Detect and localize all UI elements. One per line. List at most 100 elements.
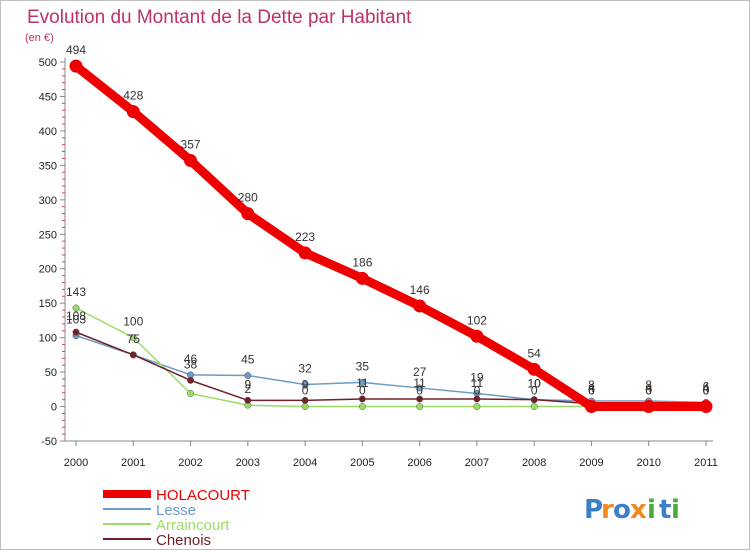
x-tick-label: 2010	[636, 457, 660, 469]
data-label: 103	[66, 313, 86, 327]
chart-subtitle: (en €)	[25, 32, 54, 44]
data-point	[129, 351, 137, 359]
y-tick-label: -50	[41, 436, 57, 448]
data-point	[584, 400, 598, 414]
data-point	[530, 403, 538, 410]
data-label: 280	[238, 191, 258, 205]
proxiti-logo: Pr o x i t i	[584, 495, 680, 525]
data-label: 108	[66, 309, 86, 323]
data-label: 11	[413, 376, 426, 390]
data-point	[530, 396, 538, 404]
logo-letter: t	[659, 495, 671, 525]
x-tick-label: 2004	[293, 457, 317, 469]
x-tick-label: 2001	[121, 457, 145, 469]
data-point	[642, 400, 656, 414]
y-tick-label: 0	[51, 402, 57, 414]
data-point	[413, 299, 427, 313]
data-label: 0	[531, 384, 538, 398]
x-tick-label: 2011	[694, 457, 718, 469]
chart-title: Evolution du Montant de la Dette par Hab…	[27, 7, 412, 28]
data-label: 0	[474, 384, 481, 398]
data-point	[358, 403, 366, 410]
data-point	[416, 384, 424, 392]
data-label: 102	[467, 313, 487, 327]
y-tick-label: 150	[39, 298, 57, 310]
data-label: 11	[356, 376, 369, 390]
data-label: 146	[410, 283, 430, 297]
data-point	[699, 400, 713, 414]
legend-label: Chenois	[156, 532, 211, 549]
x-tick-label: 2008	[522, 457, 546, 469]
data-point	[69, 59, 83, 73]
data-label: 6	[703, 379, 710, 393]
data-label: 0	[302, 384, 309, 398]
data-point	[126, 105, 140, 119]
data-point	[301, 403, 309, 410]
y-tick-label: 450	[39, 91, 57, 103]
data-label: 54	[528, 346, 542, 360]
y-tick-label: 50	[45, 367, 57, 379]
data-label: 4	[588, 381, 595, 395]
data-point	[187, 376, 194, 384]
data-label: 46	[184, 352, 198, 366]
data-label: 8	[645, 378, 652, 392]
data-point	[298, 246, 312, 260]
data-label: 143	[66, 285, 86, 299]
data-point	[72, 328, 80, 336]
data-label: 75	[127, 332, 141, 346]
logo-letter: r	[601, 495, 614, 525]
data-label: 494	[66, 43, 86, 57]
data-label: 2	[244, 382, 251, 396]
legend-label: Lesse	[156, 502, 196, 519]
data-point	[244, 396, 252, 404]
data-point	[416, 403, 424, 410]
data-label: 0	[588, 384, 595, 398]
data-label: 0	[703, 384, 710, 398]
data-point	[527, 362, 541, 376]
data-label: 428	[123, 89, 143, 103]
x-tick-label: 2005	[350, 457, 374, 469]
series-arraincourt: 143 100 2 0 0 0 0 0 0 0 0	[66, 285, 710, 410]
data-label: 35	[356, 359, 370, 373]
data-point	[244, 372, 252, 379]
data-point	[301, 381, 309, 388]
data-label: 0	[645, 384, 652, 398]
x-tick-label: 2006	[407, 457, 431, 469]
data-label: 0	[416, 384, 423, 398]
data-label: 9	[244, 377, 251, 391]
y-tick-label: 400	[39, 126, 57, 138]
data-label: 11	[471, 376, 484, 390]
data-label: 38	[184, 357, 198, 371]
series-line-arraincourt	[75, 307, 707, 408]
y-tick-label: 200	[39, 264, 57, 276]
data-label: 19	[470, 370, 484, 384]
data-label: 10	[528, 377, 542, 391]
data-label: 8	[588, 378, 595, 392]
data-point	[187, 390, 194, 397]
logo-letter: i	[647, 495, 656, 525]
data-point	[358, 378, 366, 386]
x-tick-label: 2002	[178, 457, 202, 469]
data-point	[241, 207, 255, 221]
legend-label: HOLACOURT	[156, 487, 250, 504]
data-label: 0	[645, 384, 652, 398]
logo-letter: i	[671, 495, 680, 525]
y-tick-label: 500	[39, 57, 57, 69]
data-label: 4	[703, 381, 710, 395]
data-label: 100	[123, 315, 143, 329]
y-tick-label: 300	[39, 195, 57, 207]
data-point	[184, 154, 198, 168]
data-label: 0	[703, 384, 710, 398]
x-tick-label: 2009	[579, 457, 603, 469]
data-point	[473, 403, 481, 410]
data-point	[416, 395, 424, 403]
series-line-holacourt	[71, 61, 711, 412]
data-label: 223	[295, 230, 315, 244]
x-tick-label: 2000	[64, 457, 88, 469]
